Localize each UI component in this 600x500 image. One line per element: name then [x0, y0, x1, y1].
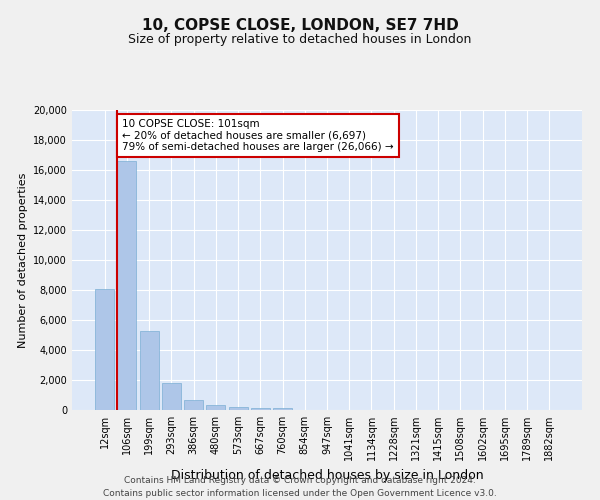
Bar: [184, 400, 203, 410]
Y-axis label: Number of detached properties: Number of detached properties: [18, 172, 28, 348]
Bar: [229, 407, 248, 410]
Bar: [162, 383, 181, 410]
Text: 10, COPSE CLOSE, LONDON, SE7 7HD: 10, COPSE CLOSE, LONDON, SE7 7HD: [142, 18, 458, 32]
Bar: [118, 161, 136, 410]
Text: Size of property relative to detached houses in London: Size of property relative to detached ho…: [128, 32, 472, 46]
Text: Contains HM Land Registry data © Crown copyright and database right 2024.
Contai: Contains HM Land Registry data © Crown c…: [103, 476, 497, 498]
Text: 10 COPSE CLOSE: 101sqm
← 20% of detached houses are smaller (6,697)
79% of semi-: 10 COPSE CLOSE: 101sqm ← 20% of detached…: [122, 119, 394, 152]
Bar: [251, 408, 270, 410]
Bar: [140, 330, 158, 410]
Bar: [95, 288, 114, 410]
Bar: [206, 405, 225, 410]
X-axis label: Distribution of detached houses by size in London: Distribution of detached houses by size …: [170, 468, 484, 481]
Bar: [273, 408, 292, 410]
